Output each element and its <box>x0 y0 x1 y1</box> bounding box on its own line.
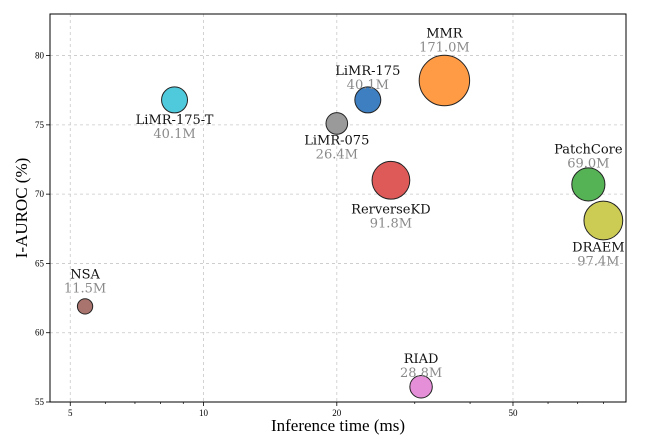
bubble-limr-075 <box>325 112 349 135</box>
bubble-limr-175 <box>354 86 382 114</box>
y-axis-title: I-AUROC (%) <box>12 158 31 259</box>
label-limr-075: LiMR-075 <box>304 133 369 148</box>
bubble-nsa <box>76 298 94 315</box>
y-tick-label: 60 <box>35 328 45 338</box>
x-tick-label: 50 <box>508 408 518 418</box>
size-label-rerversekd: 91.8M <box>370 216 412 231</box>
size-label-draem: 97.4M <box>577 254 619 269</box>
x-tick-label: 10 <box>199 408 209 418</box>
label-riad: RIAD <box>404 352 439 367</box>
plot-frame <box>49 13 627 403</box>
y-tick-label: 70 <box>35 189 45 199</box>
x-tick-label: 20 <box>332 408 342 418</box>
size-label-limr-175: 40.1M <box>347 78 389 93</box>
x-tick-label: 5 <box>68 408 73 418</box>
label-limr-175: LiMR-175 <box>335 64 400 79</box>
size-label-mmr: 171.0M <box>419 41 470 56</box>
bubble-draem <box>583 200 624 241</box>
size-label-riad: 28.8M <box>400 366 442 381</box>
y-tick-label: 65 <box>35 258 45 268</box>
bubble-riad <box>409 375 433 399</box>
label-mmr: MMR <box>426 27 464 42</box>
y-tick-label: 80 <box>35 51 45 61</box>
y-tick-label: 55 <box>35 397 45 407</box>
points-layer <box>76 54 624 399</box>
bubble-patchcore <box>571 167 606 202</box>
size-label-limr-175-t: 40.1M <box>153 127 195 142</box>
bubble-limr-175-t <box>161 86 189 114</box>
y-tick-label: 75 <box>35 120 45 130</box>
size-label-patchcore: 69.0M <box>567 156 609 171</box>
label-limr-175-t: LiMR-175-T <box>136 113 214 128</box>
label-patchcore: PatchCore <box>554 142 623 157</box>
size-label-nsa: 11.5M <box>64 281 106 296</box>
label-nsa: NSA <box>70 267 100 282</box>
ticks-layer: 5 10 20 50 55 60 65 70 75 80 <box>35 51 604 418</box>
size-label-limr-075: 26.4M <box>316 147 358 162</box>
label-rerversekd: RerverseKD <box>351 202 430 217</box>
x-axis-title: Inference time (ms) <box>271 416 405 435</box>
label-draem: DRAEM <box>572 240 624 255</box>
bubble-rerversekd <box>371 160 411 200</box>
bubble-mmr <box>418 54 471 107</box>
